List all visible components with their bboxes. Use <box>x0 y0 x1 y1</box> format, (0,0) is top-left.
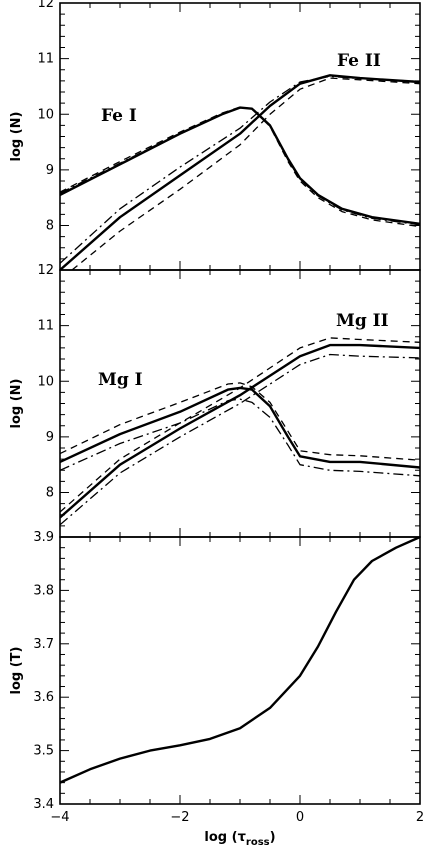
series-annotation: Fe I <box>101 106 137 126</box>
panel-3: 3.9 3.8 3.7 3.6 3.5 3.4−4 −2 0 2 log (T) log (τros… <box>9 530 424 847</box>
series-line-dash <box>71 77 420 270</box>
y-tick-label: 9 <box>46 430 54 445</box>
series-line-solid <box>60 106 420 225</box>
series-annotation: Mg I <box>98 370 143 390</box>
y-tick-label: 3.5 <box>33 744 54 759</box>
x-tick-label: −4 <box>50 810 69 825</box>
series-line-dashdot <box>60 106 420 226</box>
y-tick-label: 3.6 <box>33 690 54 705</box>
y-tick-label: 3.8 <box>33 583 54 598</box>
y-tick-label: 3.7 <box>33 637 54 652</box>
y-tick-label: 12 <box>37 0 54 11</box>
series-line-solid <box>60 386 420 469</box>
series-annotation: Mg II <box>336 311 389 331</box>
series-line-dashdot <box>60 398 420 477</box>
series-line-dash <box>60 337 420 513</box>
x-tick-label: 0 <box>296 810 304 825</box>
series-line-solid <box>60 537 420 784</box>
y-tick-label: 3.9 <box>33 530 54 545</box>
series-line-solid <box>60 343 420 519</box>
series-line-solid <box>60 74 420 270</box>
plot-frame <box>59 2 421 271</box>
y-tick-label: 10 <box>37 107 54 122</box>
y-axis-label: log (N) <box>9 379 24 429</box>
y-tick-label: 11 <box>37 52 54 67</box>
x-tick-label: −2 <box>170 810 189 825</box>
y-tick-label: 9 <box>46 163 54 178</box>
panel-1: 12 11 10 9 8 log (N) Fe I Fe II <box>9 0 421 271</box>
panel-2: 12 11 10 9 8 log (N) Mg I Mg II <box>9 263 421 538</box>
series-line-dashdot <box>60 75 420 264</box>
y-axis-label: log (N) <box>9 112 24 162</box>
series-line-dash <box>60 106 420 228</box>
series-line-dash <box>60 382 420 461</box>
plot-frame <box>59 536 421 805</box>
y-tick-label: 8 <box>46 486 54 501</box>
x-axis-label: log (τross) <box>204 830 275 847</box>
x-tick-label: 2 <box>416 810 424 825</box>
y-tick-label: 8 <box>46 219 54 234</box>
series-line-dashdot <box>60 353 420 526</box>
y-tick-label: 12 <box>37 263 54 278</box>
y-tick-label: 11 <box>37 319 54 334</box>
y-axis-label: log (T) <box>9 647 24 695</box>
y-tick-label: 3.4 <box>33 797 54 812</box>
y-tick-label: 10 <box>37 374 54 389</box>
series-annotation: Fe II <box>337 51 381 71</box>
